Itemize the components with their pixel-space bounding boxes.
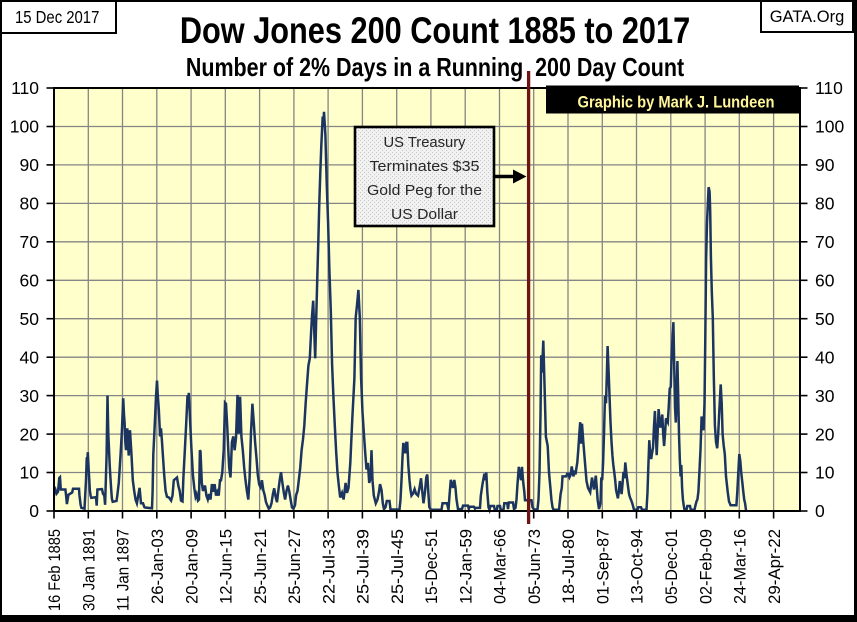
- svg-text:Gold Peg for the: Gold Peg for the: [367, 182, 482, 199]
- svg-text:10: 10: [20, 463, 40, 483]
- svg-text:50: 50: [815, 309, 835, 329]
- svg-text:110: 110: [11, 78, 39, 98]
- svg-text:0: 0: [815, 501, 825, 521]
- svg-text:04-Mar-66: 04-Mar-66: [491, 529, 510, 604]
- svg-text:60: 60: [815, 271, 835, 291]
- svg-text:05-Dec-01: 05-Dec-01: [662, 529, 681, 604]
- svg-text:05-Jun-73: 05-Jun-73: [525, 529, 544, 604]
- svg-text:25-Jun-27: 25-Jun-27: [285, 529, 304, 604]
- svg-text:02-Feb-09: 02-Feb-09: [696, 529, 715, 604]
- svg-text:01-Sep-87: 01-Sep-87: [594, 529, 613, 604]
- svg-text:90: 90: [815, 155, 835, 175]
- svg-text:25-Jun-21: 25-Jun-21: [251, 529, 270, 604]
- svg-text:50: 50: [20, 309, 40, 329]
- svg-text:30: 30: [815, 386, 835, 406]
- svg-text:22-Jul-33: 22-Jul-33: [319, 529, 338, 604]
- svg-text:25-Jul-45: 25-Jul-45: [388, 529, 407, 604]
- svg-text:80: 80: [20, 194, 40, 214]
- svg-text:25-Jul-39: 25-Jul-39: [354, 529, 373, 604]
- svg-text:70: 70: [20, 232, 40, 252]
- svg-text:20-Jan-09: 20-Jan-09: [182, 529, 201, 604]
- svg-text:20: 20: [815, 424, 835, 444]
- svg-text:15-Dec-51: 15-Dec-51: [422, 529, 441, 604]
- svg-text:30: 30: [20, 386, 40, 406]
- svg-text:90: 90: [20, 155, 40, 175]
- svg-text:12-Jan-59: 12-Jan-59: [456, 529, 475, 604]
- svg-text:100: 100: [815, 117, 844, 137]
- svg-text:16 Feb 1885: 16 Feb 1885: [45, 529, 64, 611]
- svg-text:29-Apr-22: 29-Apr-22: [765, 529, 784, 604]
- svg-text:13-Oct-94: 13-Oct-94: [628, 529, 647, 604]
- svg-text:Terminates $35: Terminates $35: [370, 158, 480, 175]
- svg-text:40: 40: [20, 347, 40, 367]
- svg-text:11 Jan 1897: 11 Jan 1897: [114, 529, 133, 611]
- svg-text:24-Mar-16: 24-Mar-16: [731, 529, 750, 604]
- svg-text:20: 20: [20, 424, 40, 444]
- svg-text:40: 40: [815, 347, 835, 367]
- svg-text:60: 60: [20, 271, 40, 291]
- svg-text:26-Jan-03: 26-Jan-03: [148, 529, 167, 604]
- svg-text:70: 70: [815, 232, 835, 252]
- svg-text:100: 100: [10, 117, 39, 137]
- svg-text:12-Jun-15: 12-Jun-15: [217, 529, 236, 604]
- svg-text:Graphic by Mark J. Lundeen: Graphic by Mark J. Lundeen: [578, 93, 775, 112]
- svg-text:US Dollar: US Dollar: [391, 206, 458, 223]
- svg-text:110: 110: [815, 78, 843, 98]
- svg-text:80: 80: [815, 194, 835, 214]
- svg-text:30 Jan 1891: 30 Jan 1891: [80, 529, 99, 611]
- svg-text:10: 10: [815, 463, 835, 483]
- svg-text:0: 0: [29, 501, 39, 521]
- svg-text:18-Jul-80: 18-Jul-80: [559, 529, 578, 604]
- svg-text:US Treasury: US Treasury: [384, 134, 466, 151]
